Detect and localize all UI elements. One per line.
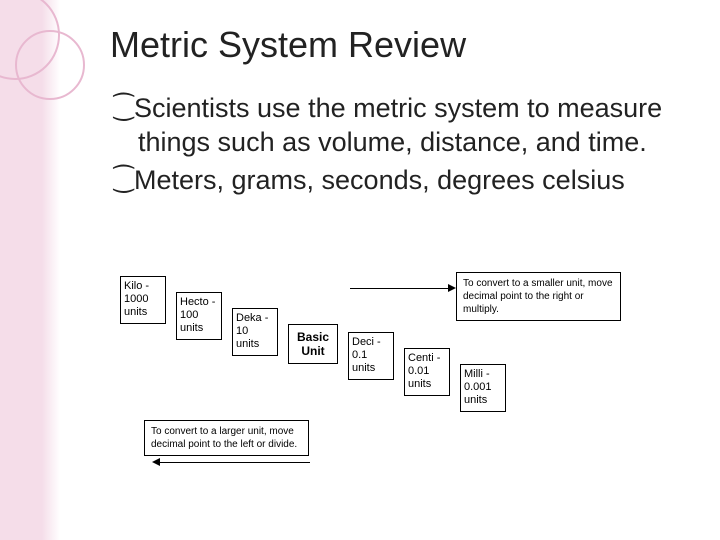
bullet-list: ⁐Scientists use the metric system to mea… — [110, 92, 690, 197]
bullet-item: ⁐Scientists use the metric system to mea… — [138, 92, 690, 160]
unit-prefix: Deka - — [236, 312, 268, 324]
unit-deci: Deci - 0.1 units — [348, 332, 394, 380]
arrow-right-line — [350, 288, 450, 289]
unit-label: Basic Unit — [292, 330, 334, 359]
info-text: To convert to a smaller unit, move decim… — [463, 278, 613, 315]
decoration-circle — [15, 30, 85, 100]
unit-prefix: Centi - — [408, 352, 440, 364]
unit-kilo: Kilo - 1000 units — [120, 276, 166, 324]
slide-content: Metric System Review ⁐Scientists use the… — [110, 24, 690, 201]
unit-deka: Deka - 10 units — [232, 308, 278, 356]
unit-value: 10 units — [236, 325, 259, 350]
bullet-icon: ⁐ — [114, 164, 134, 195]
arrow-left-head-icon — [152, 458, 160, 466]
info-text: To convert to a larger unit, move decima… — [151, 426, 297, 450]
unit-value: 100 units — [180, 309, 203, 334]
unit-value: 0.1 units — [352, 349, 375, 374]
info-convert-larger: To convert to a larger unit, move decima… — [144, 420, 309, 456]
bullet-item: ⁐Meters, grams, seconds, degrees celsius — [138, 164, 690, 198]
unit-value: 0.01 units — [408, 365, 431, 390]
corner-decoration — [0, 0, 110, 120]
info-convert-smaller: To convert to a smaller unit, move decim… — [456, 272, 621, 321]
unit-hecto: Hecto - 100 units — [176, 292, 222, 340]
bullet-icon: ⁐ — [114, 92, 134, 123]
unit-value: 1000 units — [124, 293, 148, 318]
unit-value: 0.001 units — [464, 381, 492, 406]
arrow-right-head-icon — [448, 284, 456, 292]
unit-prefix: Deci - — [352, 336, 381, 348]
unit-prefix: Hecto - — [180, 296, 215, 308]
unit-prefix: Kilo - — [124, 280, 149, 292]
unit-prefix: Milli - — [464, 368, 490, 380]
unit-centi: Centi - 0.01 units — [404, 348, 450, 396]
metric-staircase-diagram: To convert to a smaller unit, move decim… — [100, 270, 660, 490]
unit-milli: Milli - 0.001 units — [460, 364, 506, 412]
unit-basic: Basic Unit — [288, 324, 338, 364]
page-title: Metric System Review — [110, 24, 690, 66]
bullet-text: Scientists use the metric system to meas… — [134, 93, 662, 157]
bullet-text: Meters, grams, seconds, degrees celsius — [134, 165, 625, 195]
arrow-left-line — [160, 462, 310, 463]
